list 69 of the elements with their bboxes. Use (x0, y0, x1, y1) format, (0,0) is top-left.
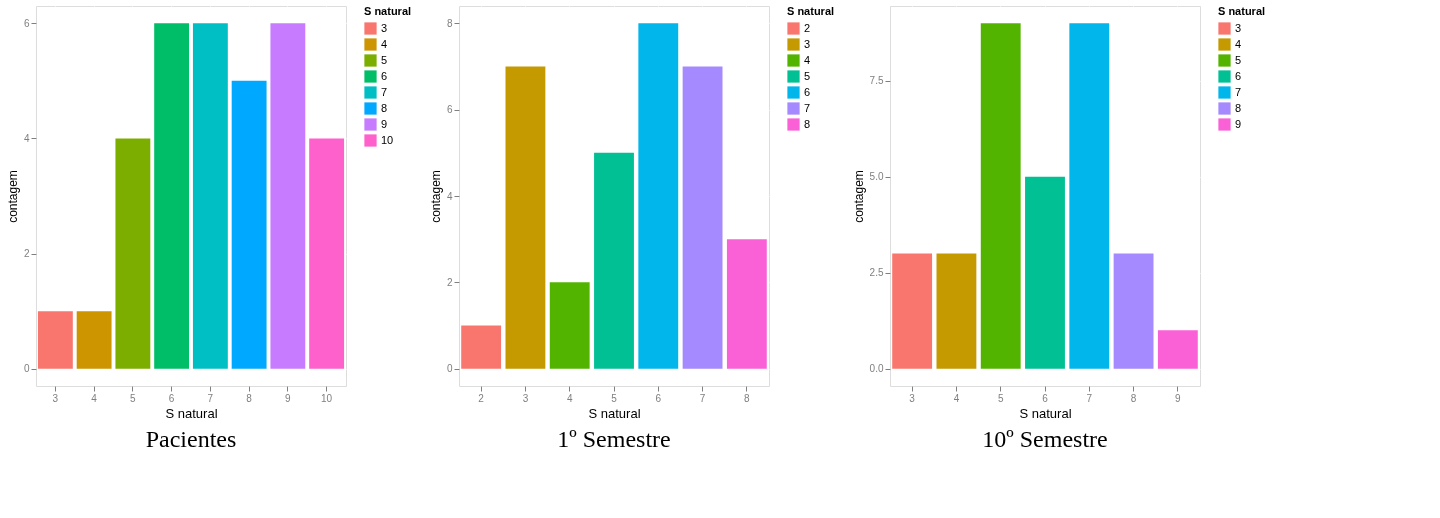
y-axis-title: contagem (428, 170, 443, 223)
x-tick-label: 5 (130, 392, 137, 404)
legend-label: 6 (804, 85, 811, 98)
legend-label: 3 (381, 21, 388, 34)
x-tick-label: 5 (997, 392, 1004, 404)
y-tick-label: 6 (446, 104, 453, 116)
x-tick-label: 3 (52, 392, 59, 404)
x-axis-title: S natural (1019, 405, 1072, 421)
legend-title: S natural (1218, 5, 1266, 17)
y-tick-label: 7.5 (869, 75, 884, 87)
x-tick-label: 8 (744, 392, 751, 404)
legend-label: 4 (381, 37, 388, 50)
x-tick-label: 9 (285, 392, 292, 404)
y-tick-label: 8 (446, 17, 453, 29)
y-tick-label: 0 (446, 363, 453, 375)
y-tick-label: 0 (23, 363, 30, 375)
y-tick-label: 5.0 (869, 171, 884, 183)
text: 10º Semestre (982, 426, 1108, 452)
x-tick-label: 6 (655, 392, 662, 404)
y-tick-label: 0.0 (869, 363, 884, 375)
x-tick-label: 10 (321, 392, 333, 404)
legend-label: 5 (1235, 53, 1242, 66)
text: Pacientes (145, 426, 237, 452)
legend-label: 3 (804, 37, 811, 50)
x-axis-title: S natural (588, 405, 641, 421)
x-tick-label: 8 (1130, 392, 1137, 404)
legend-label: 7 (1235, 85, 1242, 98)
legend-label: 4 (804, 53, 811, 66)
legend-label: 8 (381, 101, 388, 114)
x-tick-label: 4 (566, 392, 573, 404)
legend-label: 6 (1235, 69, 1242, 82)
x-tick-label: 9 (1175, 392, 1182, 404)
legend-label: 5 (381, 53, 388, 66)
x-tick-label: 5 (611, 392, 618, 404)
x-tick-label: 4 (91, 392, 98, 404)
legend-label: 7 (804, 101, 811, 114)
x-tick-label: 2 (478, 392, 485, 404)
x-axis-title: S natural (165, 405, 218, 421)
y-tick-label: 4 (446, 190, 453, 202)
y-tick-label: 2 (446, 276, 453, 288)
legend-label: 8 (1235, 101, 1242, 114)
legend-label: 10 (381, 133, 394, 146)
x-tick-label: 7 (699, 392, 706, 404)
x-tick-label: 4 (953, 392, 960, 404)
x-tick-label: 8 (246, 392, 253, 404)
y-axis-title: contagem (851, 170, 866, 223)
text: 1º Semestre (557, 426, 671, 452)
x-tick-label: 7 (1086, 392, 1093, 404)
legend-label: 7 (381, 85, 388, 98)
legend-label: 9 (381, 117, 388, 130)
legend-label: 2 (804, 21, 811, 34)
legend-title: S natural (787, 5, 835, 17)
y-tick-label: 2.5 (869, 267, 884, 279)
y-axis-title: contagem (5, 170, 20, 223)
legend-label: 5 (804, 69, 811, 82)
legend-label: 8 (804, 117, 811, 130)
y-tick-label: 6 (23, 17, 30, 29)
legend-label: 6 (381, 69, 388, 82)
x-tick-label: 6 (1042, 392, 1049, 404)
x-tick-label: 3 (909, 392, 916, 404)
legend-label: 4 (1235, 37, 1242, 50)
legend-label: 3 (1235, 21, 1242, 34)
legend-label: 9 (1235, 117, 1242, 130)
y-tick-label: 2 (23, 248, 30, 260)
x-tick-label: 3 (522, 392, 529, 404)
x-tick-label: 7 (207, 392, 214, 404)
y-tick-label: 4 (23, 132, 30, 144)
legend-title: S natural (364, 5, 412, 17)
x-tick-label: 6 (168, 392, 175, 404)
